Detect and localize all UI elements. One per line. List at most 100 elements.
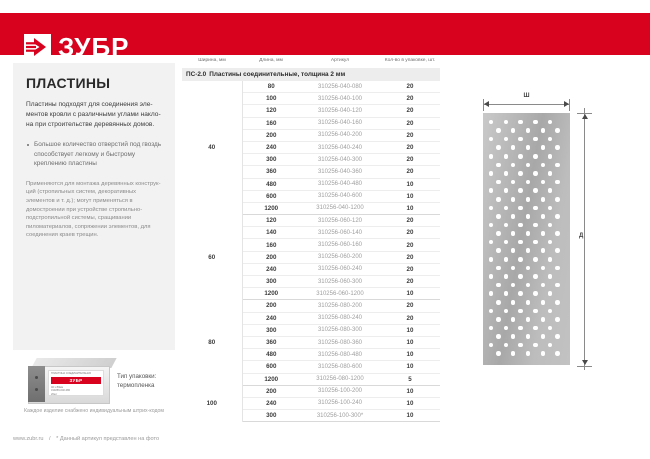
plate-hole-icon	[533, 239, 538, 245]
table-row: 240 310256-080-240 20	[182, 312, 440, 325]
table-row: 240 310256-100-240 10	[182, 397, 440, 411]
table-section-row: ПС-2.0 Пластины соединительные, толщина 2…	[182, 68, 440, 81]
plate-hole-icon	[518, 291, 523, 296]
plate-hole-icon	[510, 299, 516, 305]
table-header-row: Ширина, мм Длина, мм Артикул Кол-во в уп…	[182, 58, 440, 68]
plate-hole-icon	[503, 342, 509, 348]
cell-article: 310256-040-600	[300, 190, 380, 203]
cell-article: 310256-100-300*	[300, 409, 380, 423]
table-row: 600 310256-040-600 10	[182, 190, 440, 203]
cell-article: 310256-040-480	[300, 178, 380, 191]
plate-hole-icon	[510, 179, 516, 185]
table-row: 200 310256-060-200 20	[182, 251, 440, 264]
plate-hole-icon	[496, 214, 501, 219]
cell-quantity: 10	[380, 324, 440, 337]
plate-hole-icon	[540, 265, 546, 271]
brand-logo: ЗУБР	[24, 33, 130, 61]
plate-hole-icon	[518, 325, 523, 331]
plate-hole-icon	[488, 222, 494, 228]
cell-article: 310256-080-240	[300, 312, 380, 325]
box-label-brand: ЗУБР	[51, 377, 101, 385]
cell-article: 310256-080-300	[300, 324, 380, 337]
plate-hole-icon	[525, 265, 531, 271]
plate-hole-icon	[540, 317, 546, 322]
plate-hole-icon	[555, 351, 560, 357]
plate-hole-icon	[540, 214, 546, 219]
plate-hole-icon	[503, 222, 509, 228]
plate-hole-icon	[510, 128, 516, 133]
plate-hole-icon	[547, 222, 553, 228]
cell-quantity: 20	[380, 129, 440, 142]
plate-hole-icon	[525, 334, 531, 339]
plate-hole-icon	[555, 214, 560, 219]
table-row: 160 310256-060-160 20	[182, 238, 440, 252]
box-label-size: 40 х 80мм	[51, 385, 64, 389]
plate-hole-icon	[488, 342, 494, 348]
product-description-panel: ПЛАСТИНЫ Пластины подходят для соединени…	[13, 63, 175, 350]
plate-hole-icon	[496, 231, 501, 236]
plate-hole-icon	[540, 282, 546, 288]
plate-hole-icon	[496, 351, 501, 357]
cell-quantity: 20	[380, 92, 440, 106]
arrow-down-icon	[581, 360, 588, 365]
plate-hole-icon	[555, 265, 560, 271]
plate-hole-icon	[496, 334, 501, 339]
plate-hole-icon	[518, 205, 523, 211]
cell-quantity: 10	[380, 385, 440, 398]
plate-hole-icon	[547, 136, 553, 142]
cell-length: 600	[242, 360, 300, 374]
plate-hole-icon	[518, 274, 523, 279]
plate-hole-icon	[503, 136, 509, 142]
table-row: 140 310256-060-140 20	[182, 226, 440, 240]
plate-hole-icon	[540, 231, 546, 236]
plate-hole-icon	[540, 248, 546, 254]
plate-hole-icon	[496, 317, 501, 322]
brand-name: ЗУБР	[58, 32, 130, 62]
cell-article: 310256-040-360	[300, 165, 380, 179]
cell-length: 480	[242, 348, 300, 362]
barcode-note: Каждое изделие снабжено индивидуальным ш…	[24, 408, 164, 414]
plate-hole-icon	[525, 351, 531, 357]
column-header-width: Ширина, мм	[198, 58, 226, 63]
site-url[interactable]: www.zubr.ru	[13, 436, 44, 442]
plate-hole-icon	[518, 171, 523, 176]
specification-table-zone: Ширина, мм Длина, мм Артикул Кол-во в уп…	[182, 58, 440, 423]
product-lead-text: Пластины подходят для соединения эле­мен…	[26, 101, 161, 128]
cell-article: 310256-040-100	[300, 92, 380, 106]
plate-hole-icon	[540, 299, 546, 305]
cell-quantity: 10	[380, 360, 440, 374]
cell-quantity: 10	[380, 397, 440, 411]
plate-hole-icon	[525, 248, 531, 254]
cell-quantity: 10	[380, 348, 440, 362]
plate-hole-icon	[510, 334, 516, 339]
cell-quantity: 20	[380, 214, 440, 228]
plate-hole-icon	[533, 222, 538, 228]
plate-hole-icon	[510, 196, 516, 202]
table-row: 40 80 310256-040-080 20	[182, 81, 440, 215]
cell-length: 300	[242, 324, 300, 337]
section-code: ПС-2.0	[186, 71, 207, 78]
plate-hole-icon	[496, 128, 501, 133]
cell-length: 300	[242, 275, 300, 289]
table-header: Ширина, мм Длина, мм Артикул Кол-во в уп…	[182, 58, 440, 68]
plate-hole-icon	[533, 154, 538, 159]
cell-length: 1200	[242, 287, 300, 301]
cell-article: 310256-040-300	[300, 153, 380, 167]
plate-hole-icon	[488, 291, 494, 296]
cell-length: 480	[242, 178, 300, 191]
table-row: 360 310256-080-360 10	[182, 336, 440, 350]
table-row: 300 310256-060-300 20	[182, 275, 440, 289]
plate-hole-icon	[547, 154, 553, 159]
plate-hole-icon	[503, 171, 509, 176]
plate-hole-icon	[555, 282, 560, 288]
plate-hole-icon	[540, 351, 546, 357]
plate-hole-icon	[525, 196, 531, 202]
cell-length: 120	[242, 214, 300, 228]
table-row: 240 310256-060-240 20	[182, 263, 440, 277]
plate-hole-icon	[555, 317, 560, 322]
list-item: Большое количество отверстий под гвоздь …	[26, 140, 162, 169]
cell-width: 60	[182, 214, 243, 300]
cell-article: 310256-080-360	[300, 336, 380, 350]
specification-table: Ширина, мм Длина, мм Артикул Кол-во в уп…	[182, 58, 440, 423]
plate-hole-icon	[503, 257, 509, 262]
